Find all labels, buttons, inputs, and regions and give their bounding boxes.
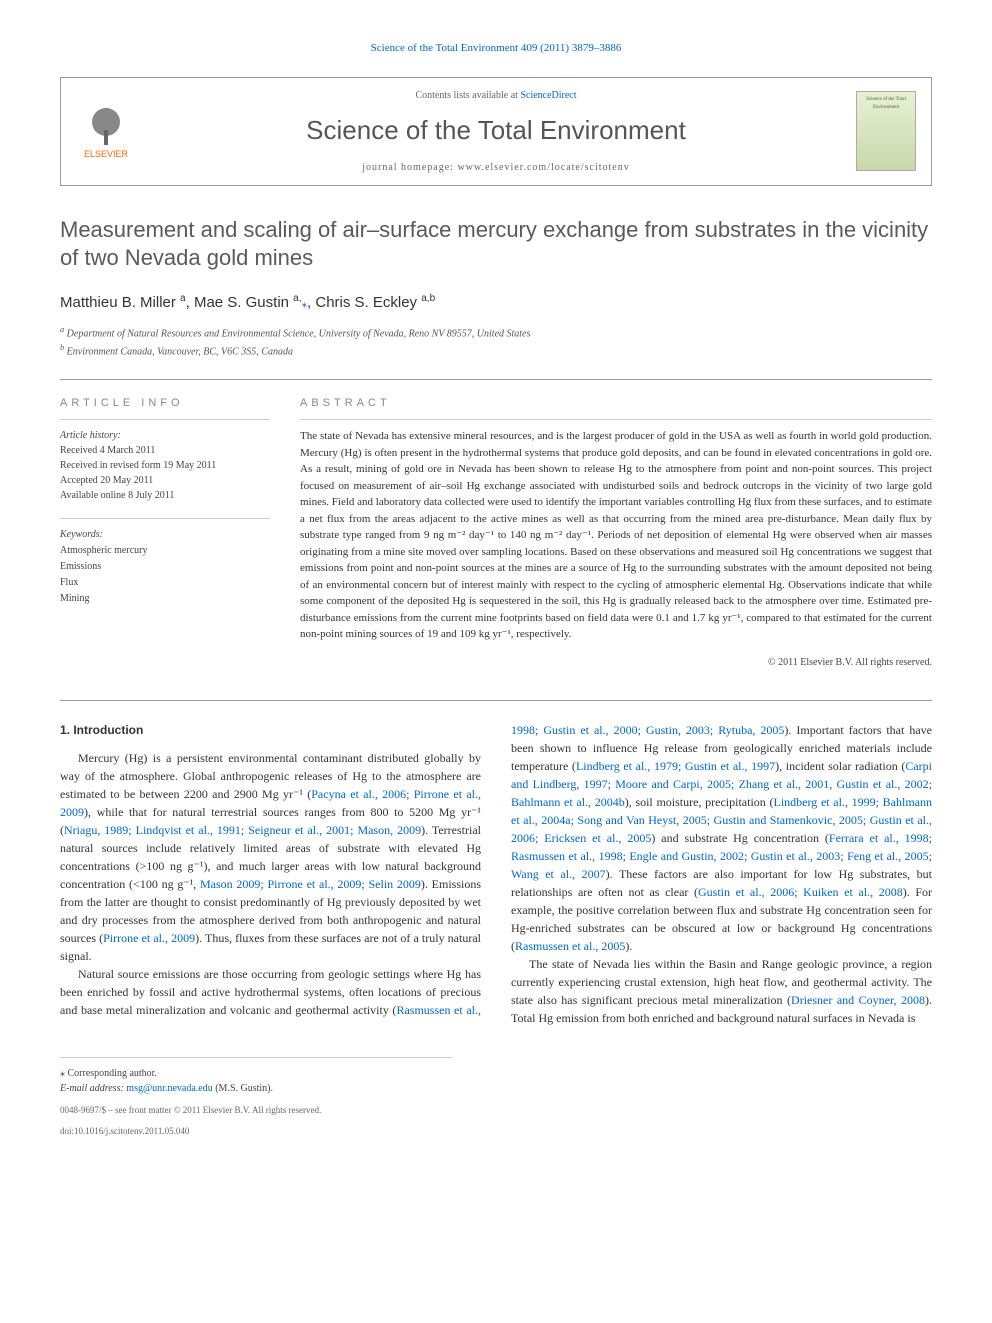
doi-line: doi:10.1016/j.scitotenv.2011.05.040 xyxy=(60,1125,452,1139)
email-name: (M.S. Gustin). xyxy=(215,1083,273,1094)
article-info-column: article info Article history: Received 4… xyxy=(60,395,270,670)
keyword-2: Emissions xyxy=(60,559,270,575)
corresponding-author-note: ⁎ Corresponding author. xyxy=(60,1066,452,1081)
divider-top xyxy=(60,379,932,380)
intro-paragraph-1: Mercury (Hg) is a persistent environment… xyxy=(60,749,481,965)
author-2-affil: a, xyxy=(293,293,301,304)
keywords-label: Keywords: xyxy=(60,527,270,543)
corresponding-author-mark[interactable]: ⁎ xyxy=(302,298,308,310)
cite-p1-2[interactable]: Nriagu, 1989; Lindqvist et al., 1991; Se… xyxy=(64,823,421,837)
affiliation-a-text: Department of Natural Resources and Envi… xyxy=(67,329,531,340)
author-2[interactable]: Mae S. Gustin xyxy=(194,294,289,311)
history-received: Received 4 March 2011 xyxy=(60,443,270,458)
cite-p3-1[interactable]: Driesner and Coyner, 2008 xyxy=(791,993,925,1007)
copyright-line: © 2011 Elsevier B.V. All rights reserved… xyxy=(300,655,932,670)
journal-cover-thumbnail[interactable]: Science of the Total Environment xyxy=(856,91,916,171)
elsevier-label: ELSEVIER xyxy=(84,148,128,162)
journal-homepage-line: journal homepage: www.elsevier.com/locat… xyxy=(136,160,856,175)
corresponding-email-link[interactable]: msg@unr.nevada.edu xyxy=(126,1083,212,1094)
article-info-heading: article info xyxy=(60,395,270,412)
cover-title-text: Science of the Total Environment xyxy=(861,96,911,111)
homepage-url[interactable]: www.elsevier.com/locate/scitotenv xyxy=(457,162,629,173)
intro-paragraph-3: The state of Nevada lies within the Basi… xyxy=(511,955,932,1027)
info-divider-2 xyxy=(60,518,270,519)
cite-p2-2[interactable]: Lindberg et al., 1979; Gustin et al., 19… xyxy=(576,759,775,773)
email-label: E-mail address: xyxy=(60,1083,124,1094)
divider-body xyxy=(60,700,932,701)
abstract-heading: abstract xyxy=(300,395,932,412)
cite-p1-4[interactable]: Pirrone et al., 2009 xyxy=(103,931,195,945)
info-abstract-row: article info Article history: Received 4… xyxy=(60,395,932,670)
affiliations: a Department of Natural Resources and En… xyxy=(60,324,932,359)
article-history: Article history: Received 4 March 2011 R… xyxy=(60,428,270,503)
history-accepted: Accepted 20 May 2011 xyxy=(60,473,270,488)
p2e: ) and substrate Hg concentration ( xyxy=(651,831,829,845)
author-1[interactable]: Matthieu B. Miller xyxy=(60,294,176,311)
keyword-4: Mining xyxy=(60,591,270,607)
journal-header-box: ELSEVIER Contents lists available at Sci… xyxy=(60,77,932,186)
keyword-1: Atmospheric mercury xyxy=(60,543,270,559)
keywords-block: Keywords: Atmospheric mercury Emissions … xyxy=(60,527,270,607)
abstract-column: abstract The state of Nevada has extensi… xyxy=(300,395,932,670)
affiliation-b: b Environment Canada, Vancouver, BC, V6C… xyxy=(60,342,932,359)
contents-prefix: Contents lists available at xyxy=(415,90,520,101)
authors-line: Matthieu B. Miller a, Mae S. Gustin a,⁎,… xyxy=(60,291,932,315)
p2h: ). xyxy=(625,939,632,953)
article-title: Measurement and scaling of air–surface m… xyxy=(60,216,932,273)
info-divider-1 xyxy=(60,419,270,420)
journal-reference-top[interactable]: Science of the Total Environment 409 (20… xyxy=(60,40,932,57)
p2d: ), soil moisture, precipitation ( xyxy=(625,795,774,809)
journal-name: Science of the Total Environment xyxy=(136,111,856,150)
abstract-divider xyxy=(300,419,932,420)
author-1-affil: a xyxy=(180,293,186,304)
elsevier-logo[interactable]: ELSEVIER xyxy=(76,96,136,166)
affiliation-b-text: Environment Canada, Vancouver, BC, V6C 3… xyxy=(67,346,293,357)
body-two-column: 1. Introduction Mercury (Hg) is a persis… xyxy=(60,721,932,1027)
email-line: E-mail address: msg@unr.nevada.edu (M.S.… xyxy=(60,1081,452,1096)
keyword-3: Flux xyxy=(60,575,270,591)
author-3[interactable]: Chris S. Eckley xyxy=(315,294,417,311)
author-3-affil: a,b xyxy=(421,293,435,304)
intro-heading: 1. Introduction xyxy=(60,721,481,739)
history-revised: Received in revised form 19 May 2011 xyxy=(60,458,270,473)
footer-block: ⁎ Corresponding author. E-mail address: … xyxy=(60,1057,452,1139)
homepage-prefix: journal homepage: xyxy=(362,162,457,173)
cite-p2-6[interactable]: Gustin et al., 2006; Kuiken et al., 2008 xyxy=(698,885,903,899)
p2c: ), incident solar radiation ( xyxy=(775,759,905,773)
affiliation-a: a Department of Natural Resources and En… xyxy=(60,324,932,341)
cite-p2-7[interactable]: Rasmussen et al., 2005 xyxy=(515,939,625,953)
sciencedirect-link[interactable]: ScienceDirect xyxy=(520,90,576,101)
cite-p1-3[interactable]: Mason 2009; Pirrone et al., 2009; Selin … xyxy=(200,877,421,891)
header-center: Contents lists available at ScienceDirec… xyxy=(136,88,856,175)
history-online: Available online 8 July 2011 xyxy=(60,488,270,503)
contents-lists-line: Contents lists available at ScienceDirec… xyxy=(136,88,856,103)
history-label: Article history: xyxy=(60,428,270,443)
issn-copyright-line: 0048-9697/$ – see front matter © 2011 El… xyxy=(60,1104,452,1118)
elsevier-tree-icon xyxy=(86,100,126,145)
abstract-text: The state of Nevada has extensive minera… xyxy=(300,428,932,643)
